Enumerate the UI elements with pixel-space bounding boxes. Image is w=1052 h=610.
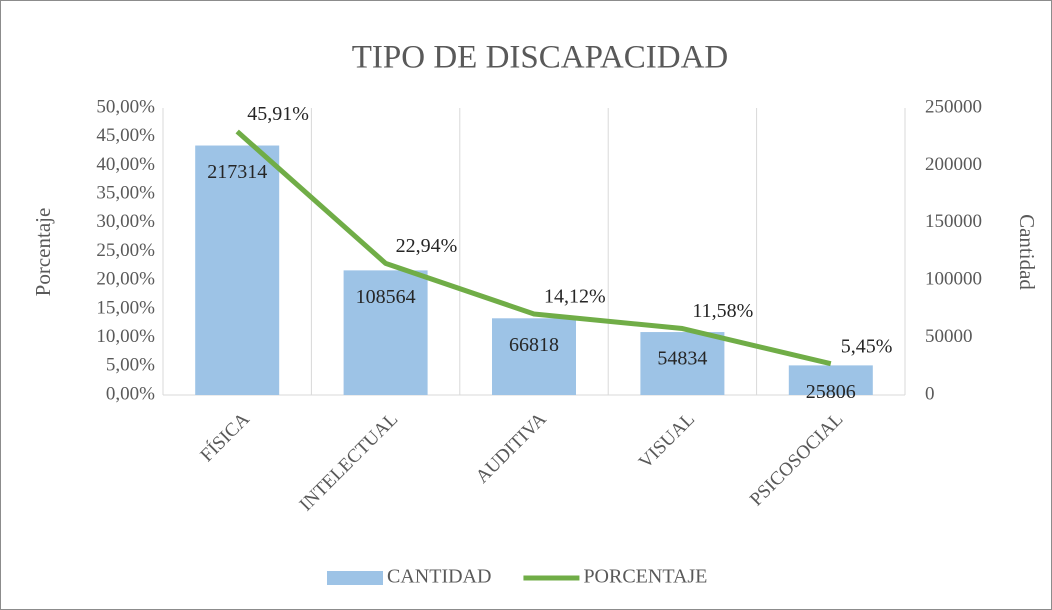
y-tick-label: 40,00% bbox=[96, 154, 155, 175]
y-tick-label: 15,00% bbox=[96, 297, 155, 318]
line-value-label: 11,58% bbox=[692, 300, 753, 322]
legend-swatch bbox=[327, 571, 383, 585]
y2-tick-label: 250000 bbox=[925, 96, 982, 117]
bar-value-label: 108564 bbox=[356, 286, 416, 308]
y-tick-label: 25,00% bbox=[96, 240, 155, 261]
y-tick-label: 30,00% bbox=[96, 211, 155, 232]
chart-title: TIPO DE DISCAPACIDAD bbox=[352, 40, 729, 76]
bar bbox=[492, 318, 576, 395]
y-tick-label: 35,00% bbox=[96, 182, 155, 203]
y-tick-label: 5,00% bbox=[106, 355, 155, 376]
y2-axis-title: Cantidad bbox=[1015, 214, 1039, 290]
bar bbox=[640, 332, 725, 395]
line-value-label: 5,45% bbox=[841, 335, 893, 357]
line-value-label: 45,91% bbox=[247, 103, 309, 125]
y2-tick-label: 200000 bbox=[925, 154, 982, 175]
bar-value-label: 25806 bbox=[806, 381, 856, 403]
bar-value-label: 66818 bbox=[509, 334, 559, 356]
bar bbox=[343, 270, 428, 395]
y-tick-label: 10,00% bbox=[96, 326, 155, 347]
line-value-label: 14,12% bbox=[544, 286, 606, 308]
y2-tick-label: 150000 bbox=[925, 211, 982, 232]
line bbox=[235, 129, 832, 367]
y2-tick-label: 100000 bbox=[925, 269, 982, 290]
bar-value-label: 54834 bbox=[657, 348, 707, 370]
y-tick-label: 50,00% bbox=[96, 96, 155, 117]
bar bbox=[788, 365, 873, 395]
legend-label: PORCENTAJE bbox=[583, 566, 707, 588]
y2-tick-label: 0 bbox=[925, 383, 935, 404]
bar-value-label: 217314 bbox=[207, 161, 267, 183]
y-tick-label: 0,00% bbox=[106, 383, 155, 404]
y-tick-label: 45,00% bbox=[96, 125, 155, 146]
line-value-label: 22,94% bbox=[396, 235, 458, 257]
y-axis-title: Porcentaje bbox=[31, 208, 55, 297]
y-tick-label: 20,00% bbox=[96, 269, 155, 290]
legend-label: CANTIDAD bbox=[387, 566, 491, 588]
y2-tick-label: 50000 bbox=[925, 326, 973, 347]
bar bbox=[195, 145, 280, 395]
